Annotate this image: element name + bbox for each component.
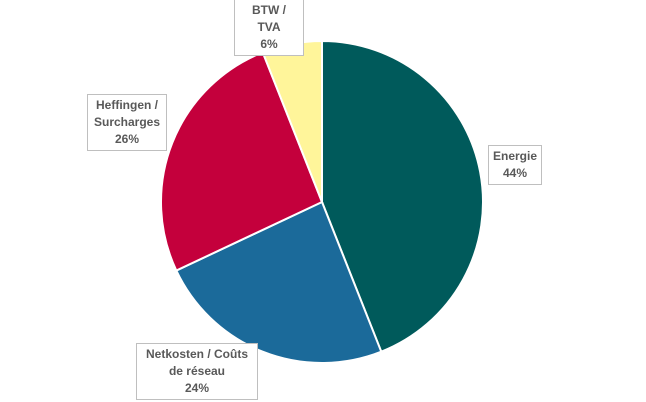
data-label-btw: BTW / TVA 6% [234,0,304,56]
label-name-line2: de réseau [168,364,226,378]
label-name: Netkosten / Coûts [145,347,248,361]
label-name: Energie [493,149,538,163]
label-value: 26% [114,132,140,146]
label-value: 44% [502,166,528,180]
label-name: BTW / TVA [252,3,286,34]
pie-slice-energie [321,39,484,353]
data-label-netkosten: Netkosten / Coûts de réseau 24% [136,343,258,400]
pie-slice-netkosten-co-ts-de-r-seau [174,200,383,364]
pie-slice-heffingen-surcharges [160,51,324,272]
label-name: Heffingen / [96,98,158,112]
label-name-line2: Surcharges [93,115,161,129]
data-label-heffingen: Heffingen / Surcharges 26% [87,94,167,151]
data-label-energie: Energie 44% [488,145,542,185]
label-value: 24% [184,381,210,395]
label-value: 6% [260,37,278,51]
